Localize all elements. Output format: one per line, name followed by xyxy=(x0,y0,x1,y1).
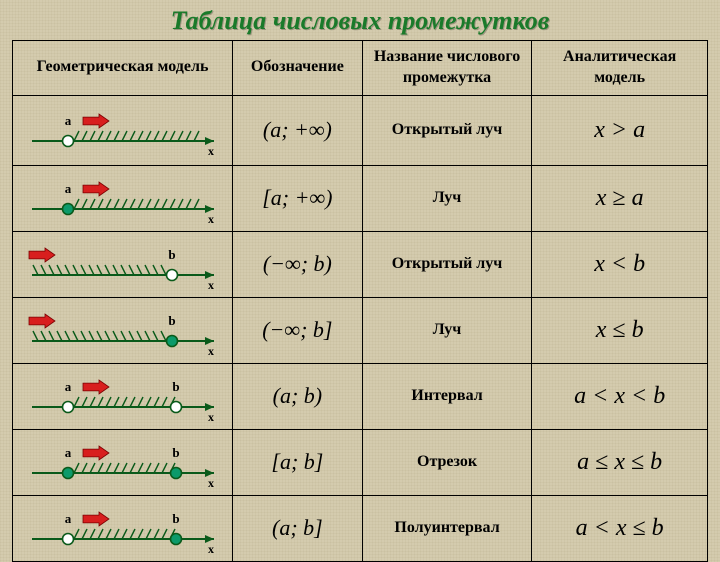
page-title: Таблица числовых промежутков xyxy=(0,0,720,40)
cell-geom: x a b xyxy=(13,429,233,495)
table-row: x a b (a; b] Полуинтервал a < x ≤ b xyxy=(13,495,708,561)
cell-analytic: a ≤ x ≤ b xyxy=(532,429,708,495)
header-name: Название числового промежутка xyxy=(362,41,532,96)
number-line-diagram: x a b xyxy=(14,499,230,557)
cell-name: Открытый луч xyxy=(362,231,532,297)
number-line-diagram: x a xyxy=(14,101,230,159)
svg-text:a: a xyxy=(65,511,72,526)
cell-notation: (−∞; b] xyxy=(232,297,362,363)
cell-geom: x a xyxy=(13,95,233,165)
number-line-diagram: x a b xyxy=(14,433,230,491)
number-line-diagram: x a b xyxy=(14,367,230,425)
table-row: x a b (a; b) Интервал a < x < b xyxy=(13,363,708,429)
svg-text:b: b xyxy=(173,379,180,394)
cell-name: Луч xyxy=(362,297,532,363)
cell-analytic: x ≤ b xyxy=(532,297,708,363)
table-row: x a (a; +∞) Открытый луч x > a xyxy=(13,95,708,165)
svg-text:x: x xyxy=(208,144,214,158)
svg-text:a: a xyxy=(65,445,72,460)
cell-notation: (a; b) xyxy=(232,363,362,429)
cell-name: Полуинтервал xyxy=(362,495,532,561)
cell-analytic: x ≥ a xyxy=(532,165,708,231)
cell-analytic: x < b xyxy=(532,231,708,297)
svg-text:x: x xyxy=(208,542,214,556)
header-notation: Обозначение xyxy=(232,41,362,96)
cell-name: Открытый луч xyxy=(362,95,532,165)
cell-name: Интервал xyxy=(362,363,532,429)
svg-text:x: x xyxy=(208,344,214,358)
cell-notation: (a; b] xyxy=(232,495,362,561)
number-line-diagram: x b xyxy=(14,301,230,359)
number-line-diagram: x b xyxy=(14,235,230,293)
svg-text:a: a xyxy=(65,181,72,196)
svg-text:b: b xyxy=(173,511,180,526)
table-row: x a [a; +∞) Луч x ≥ a xyxy=(13,165,708,231)
svg-text:b: b xyxy=(169,313,176,328)
header-analytic: Аналитическая модель xyxy=(532,41,708,96)
cell-analytic: x > a xyxy=(532,95,708,165)
svg-text:x: x xyxy=(208,212,214,226)
cell-geom: x a b xyxy=(13,363,233,429)
cell-geom: x a xyxy=(13,165,233,231)
cell-name: Луч xyxy=(362,165,532,231)
svg-text:x: x xyxy=(208,410,214,424)
svg-text:a: a xyxy=(65,113,72,128)
number-line-diagram: x a xyxy=(14,169,230,227)
table-row: x b (−∞; b) Открытый луч x < b xyxy=(13,231,708,297)
svg-text:b: b xyxy=(173,445,180,460)
svg-text:a: a xyxy=(65,379,72,394)
cell-notation: (−∞; b) xyxy=(232,231,362,297)
cell-geom: x b xyxy=(13,297,233,363)
svg-text:b: b xyxy=(169,247,176,262)
cell-geom: x b xyxy=(13,231,233,297)
cell-name: Отрезок xyxy=(362,429,532,495)
svg-text:x: x xyxy=(208,278,214,292)
table-row: x b (−∞; b] Луч x ≤ b xyxy=(13,297,708,363)
cell-geom: x a b xyxy=(13,495,233,561)
table-row: x a b [a; b] Отрезок a ≤ x ≤ b xyxy=(13,429,708,495)
svg-text:x: x xyxy=(208,476,214,490)
cell-analytic: a < x ≤ b xyxy=(532,495,708,561)
cell-notation: [a; b] xyxy=(232,429,362,495)
intervals-table: Геометрическая модель Обозначение Назван… xyxy=(12,40,708,562)
header-geom: Геометрическая модель xyxy=(13,41,233,96)
cell-analytic: a < x < b xyxy=(532,363,708,429)
cell-notation: (a; +∞) xyxy=(232,95,362,165)
cell-notation: [a; +∞) xyxy=(232,165,362,231)
